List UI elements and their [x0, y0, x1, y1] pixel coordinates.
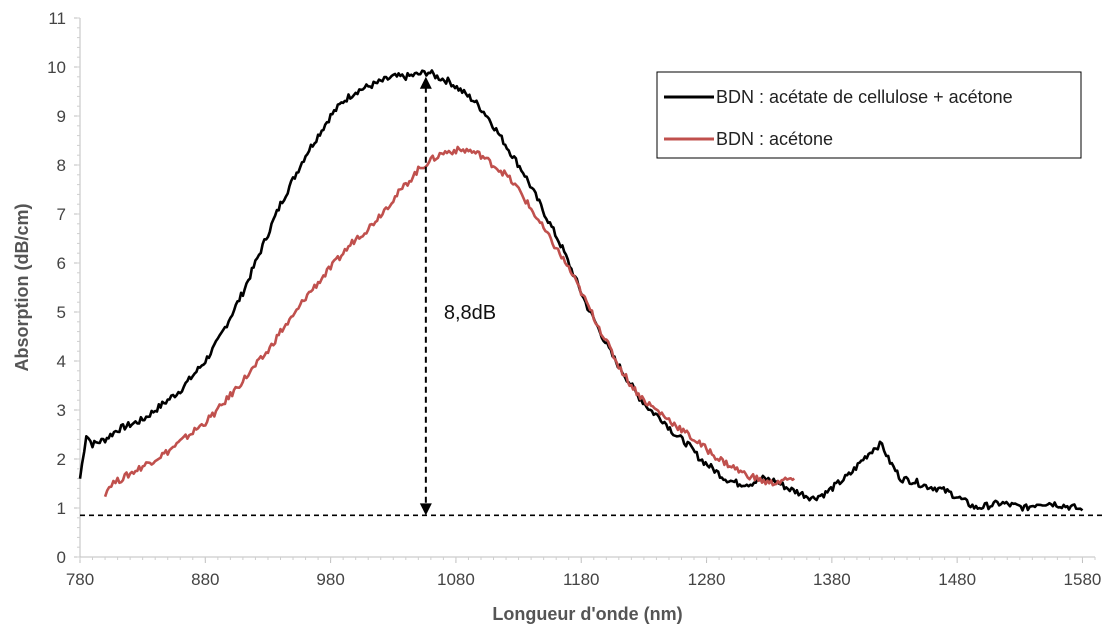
y-tick-label: 4 [57, 352, 66, 371]
y-tick-label: 6 [57, 254, 66, 273]
y-tick-label: 1 [57, 499, 66, 518]
y-tick-label: 2 [57, 450, 66, 469]
axes: 0 1 2 3 4 5 6 7 8 9 10 11 780 880 980 1080 1180 1280 1380 1… [47, 9, 1101, 589]
y-tick-label: 8 [57, 156, 66, 175]
y-tick-label: 11 [48, 9, 66, 28]
x-tick-label: 980 [316, 570, 344, 589]
x-tick-label: 880 [191, 570, 219, 589]
y-tick-label: 7 [57, 205, 66, 224]
x-tick-label: 1180 [563, 570, 600, 589]
y-tick-label: 3 [57, 401, 66, 420]
legend: BDN : acétate de cellulose + acétone BDN… [656, 71, 1082, 159]
y-tick-label: 9 [57, 107, 66, 126]
y-tick-label: 5 [57, 303, 66, 322]
x-tick-label: 1580 [1064, 570, 1102, 589]
legend-box [656, 71, 1082, 159]
y-tick-label: 10 [47, 58, 66, 77]
annotation-label: 8,8dB [444, 302, 496, 324]
x-tick-label: 1080 [437, 570, 475, 589]
y-axis-title: Absorption (dB/cm) [12, 204, 32, 372]
x-tick-label: 780 [66, 570, 94, 589]
annotations: 8,8dB [80, 76, 1105, 517]
x-axis-title: Longueur d'onde (nm) [492, 604, 682, 624]
legend-label-series-1: BDN : acétate de cellulose + acétone [716, 87, 1013, 107]
x-tick-label: 1280 [688, 570, 726, 589]
series-line-2 [103, 145, 796, 498]
y-tick-label: 0 [57, 548, 66, 567]
arrow-head-down [419, 503, 432, 516]
arrow-head-up [419, 76, 432, 89]
x-tick-label: 1380 [813, 570, 851, 589]
legend-label-series-2: BDN : acétone [716, 129, 833, 149]
series-layer [78, 69, 1084, 512]
x-tick-label: 1480 [938, 570, 976, 589]
